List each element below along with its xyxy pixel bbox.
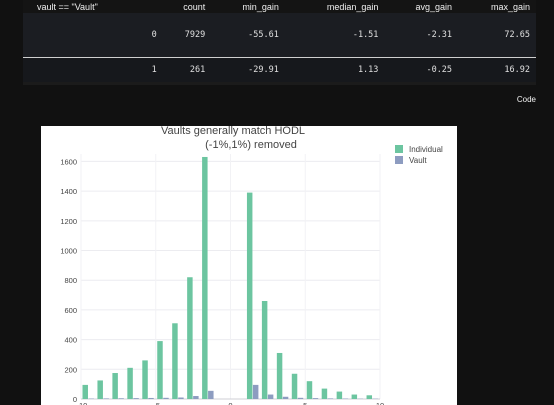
individual-bar[interactable] bbox=[172, 323, 178, 399]
row-index-cell: 1 bbox=[23, 57, 163, 82]
chart-gridlines bbox=[80, 154, 381, 400]
y-tick-label: 1200 bbox=[60, 217, 77, 226]
vault-bar[interactable] bbox=[163, 397, 169, 399]
vault-bar[interactable] bbox=[133, 398, 139, 399]
legend-swatch[interactable] bbox=[395, 156, 403, 164]
row-index-cell: 0 bbox=[23, 13, 163, 58]
x-tick-label: −5 bbox=[151, 401, 160, 405]
x-tick-label: −10 bbox=[75, 401, 88, 405]
individual-bar[interactable] bbox=[82, 384, 88, 399]
vault-bar[interactable] bbox=[103, 398, 109, 399]
table-cell: 1.13 bbox=[284, 57, 385, 82]
column-header: median_gain bbox=[284, 0, 385, 13]
legend-swatch[interactable] bbox=[395, 145, 403, 153]
vault-bar[interactable] bbox=[312, 398, 319, 399]
y-tick-label: 200 bbox=[64, 365, 77, 374]
code-toggle-button[interactable]: Code bbox=[516, 95, 536, 104]
vault-bar[interactable] bbox=[178, 397, 184, 399]
column-header: min_gain bbox=[211, 0, 285, 13]
table-cell: -2.31 bbox=[384, 13, 459, 58]
y-tick-label: 400 bbox=[64, 336, 77, 345]
individual-bar[interactable] bbox=[97, 380, 103, 399]
table-cell: -55.61 bbox=[211, 13, 285, 58]
individual-bar[interactable] bbox=[187, 277, 193, 399]
table-cell: 261 bbox=[162, 57, 212, 82]
chart-title-line1: Vaults generally match HODL bbox=[161, 126, 305, 137]
vault-bar[interactable] bbox=[118, 398, 124, 399]
table-cell: 72.65 bbox=[458, 13, 536, 58]
chart-title-line2: (-1%,1%) removed bbox=[205, 139, 297, 151]
individual-bar[interactable] bbox=[142, 360, 148, 399]
table-cell: -0.25 bbox=[384, 57, 459, 82]
column-header: avg_gain bbox=[384, 0, 459, 13]
histogram-chart: Vaults generally match HODL (-1%,1%) rem… bbox=[41, 126, 457, 405]
x-tick-label: 10 bbox=[376, 401, 384, 405]
table-cell: 7929 bbox=[162, 13, 212, 58]
table-body: 0 7929 -55.61 -1.51 -2.31 72.65 1 261 -29.91 1.13… bbox=[23, 13, 536, 82]
vault-bar[interactable] bbox=[297, 397, 304, 399]
vault-bar[interactable] bbox=[282, 396, 289, 399]
legend-label[interactable]: Vault bbox=[409, 156, 427, 165]
chart-bars bbox=[82, 156, 379, 399]
y-tick-label: 800 bbox=[64, 276, 77, 285]
y-tick-label: 1000 bbox=[60, 247, 77, 256]
individual-bar[interactable] bbox=[112, 373, 118, 399]
individual-bar[interactable] bbox=[366, 395, 373, 399]
y-tick-label: 1600 bbox=[60, 157, 77, 166]
summary-table-container: vault == "Vault" count min_gain median_gain… bbox=[23, 0, 536, 85]
chart-svg: Vaults generally match HODL (-1%,1%) rem… bbox=[60, 126, 443, 405]
column-header: vault == "Vault" bbox=[23, 0, 163, 13]
y-axis-ticks: 0 200 400 600 800 1000 1200 1400 1600 bbox=[60, 157, 77, 404]
individual-bar[interactable] bbox=[336, 391, 343, 399]
column-header: max_gain bbox=[458, 0, 536, 13]
x-tick-label: 0 bbox=[228, 401, 232, 405]
column-header: count bbox=[162, 0, 212, 13]
table-row: 1 261 -29.91 1.13 -0.25 16.92 bbox=[23, 57, 536, 82]
y-tick-label: 600 bbox=[64, 306, 77, 315]
individual-bar[interactable] bbox=[276, 352, 283, 399]
table-cell: -1.51 bbox=[284, 13, 385, 58]
individual-bar[interactable] bbox=[306, 381, 313, 399]
table-header-row: vault == "Vault" count min_gain median_gain… bbox=[23, 0, 536, 13]
x-axis-ticks: −10 −5 0 5 10 bbox=[75, 401, 385, 405]
y-tick-label: 0 bbox=[73, 395, 77, 404]
vault-bar[interactable] bbox=[148, 397, 154, 399]
y-tick-label: 1400 bbox=[60, 187, 77, 196]
table-cell: -29.91 bbox=[211, 57, 285, 82]
individual-bar[interactable] bbox=[321, 388, 328, 399]
individual-bar[interactable] bbox=[202, 156, 208, 399]
individual-bar[interactable] bbox=[351, 394, 358, 399]
vault-bar[interactable] bbox=[267, 394, 274, 399]
individual-bar[interactable] bbox=[157, 341, 163, 399]
summary-table: vault == "Vault" count min_gain median_gain… bbox=[23, 0, 536, 82]
vault-bar[interactable] bbox=[252, 384, 259, 399]
vault-bar[interactable] bbox=[193, 396, 199, 399]
x-tick-label: 5 bbox=[303, 401, 307, 405]
individual-bar[interactable] bbox=[291, 373, 298, 399]
vault-bar[interactable] bbox=[208, 390, 214, 399]
individual-bar[interactable] bbox=[246, 192, 253, 399]
table-cell: 16.92 bbox=[458, 57, 536, 82]
individual-bar[interactable] bbox=[127, 367, 133, 399]
legend-label[interactable]: Individual bbox=[409, 145, 443, 154]
individual-bar[interactable] bbox=[261, 301, 268, 399]
vault-bar[interactable] bbox=[327, 398, 334, 399]
chart-legend[interactable]: Individual Vault bbox=[395, 145, 443, 165]
table-row: 0 7929 -55.61 -1.51 -2.31 72.65 bbox=[23, 13, 536, 58]
